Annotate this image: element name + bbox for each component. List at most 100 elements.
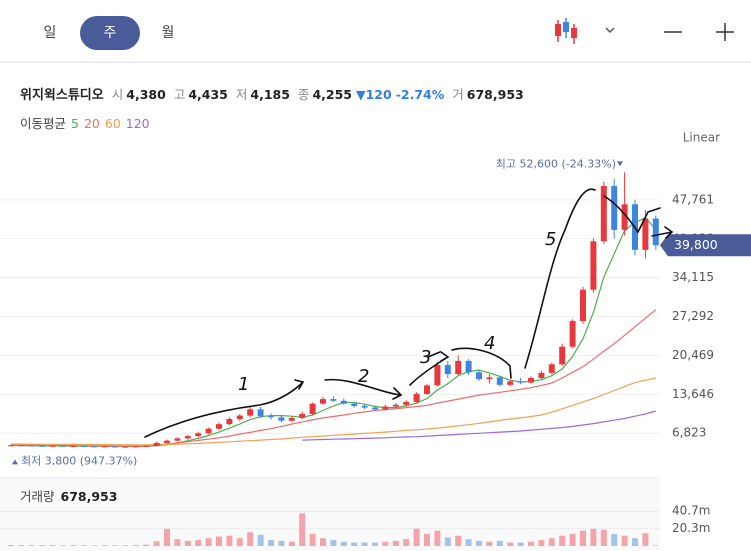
volume-bar bbox=[434, 530, 441, 546]
candle-body bbox=[278, 417, 285, 421]
tab[interactable]: 월 bbox=[162, 25, 175, 41]
ma-legend-entry: 20 bbox=[83, 116, 100, 131]
price-tag bbox=[660, 234, 751, 257]
volume-bar bbox=[424, 533, 430, 546]
candle-body bbox=[413, 393, 420, 402]
candle-body bbox=[143, 445, 150, 447]
high-marker bbox=[617, 161, 623, 167]
ma-label: 이동평균 bbox=[20, 116, 67, 131]
volume-bar bbox=[28, 545, 35, 546]
field-value: 4,185 bbox=[250, 87, 290, 102]
volume-bar bbox=[330, 539, 337, 546]
candle-body bbox=[528, 378, 534, 383]
candle-body bbox=[49, 445, 56, 447]
volume-bar bbox=[153, 541, 160, 546]
candle-body bbox=[642, 218, 649, 250]
volume-bar bbox=[70, 545, 77, 546]
handwritten-label: 5 bbox=[545, 229, 556, 250]
candle-body bbox=[70, 446, 77, 448]
volume-bar bbox=[517, 542, 524, 546]
y-tick-label: 27,292 bbox=[672, 309, 714, 323]
field-label: 저 bbox=[235, 87, 248, 102]
field-value: 4,435 bbox=[188, 87, 228, 102]
candle-body bbox=[465, 360, 472, 373]
volume-bar bbox=[528, 541, 534, 546]
volume-bar bbox=[101, 545, 108, 546]
chart-type-icon[interactable] bbox=[555, 18, 577, 44]
candle-body bbox=[652, 218, 659, 246]
volume-bar bbox=[621, 535, 628, 546]
ma-line bbox=[10, 217, 657, 448]
candle-body bbox=[288, 417, 295, 421]
volume-bar bbox=[122, 545, 129, 546]
candle-body bbox=[507, 381, 514, 385]
volume-bar bbox=[268, 539, 274, 546]
volume-bar bbox=[299, 513, 306, 546]
candle-body bbox=[517, 381, 524, 383]
volume-bar bbox=[455, 535, 462, 546]
field-label: 종 bbox=[297, 87, 310, 102]
volume-bar bbox=[143, 544, 150, 546]
volume-bar bbox=[288, 541, 295, 546]
y-tick-label: 6,823 bbox=[672, 426, 706, 440]
volume-header: 거래량 678,953 bbox=[20, 486, 117, 505]
volume-bar bbox=[278, 540, 285, 546]
volume-bar bbox=[247, 532, 254, 546]
volume-bar bbox=[320, 538, 326, 546]
volume-bar bbox=[486, 541, 493, 546]
active-tab-pill[interactable] bbox=[80, 16, 140, 50]
candle-body bbox=[361, 405, 368, 408]
candle-body bbox=[496, 377, 503, 385]
volume-bar bbox=[351, 542, 358, 546]
volume-bar bbox=[91, 545, 98, 546]
tab[interactable]: 주 bbox=[104, 25, 117, 41]
volume-bar bbox=[476, 540, 482, 546]
candle-body bbox=[132, 446, 139, 448]
ma-legend-entry: 5 bbox=[71, 116, 79, 131]
candle-body bbox=[455, 360, 462, 375]
candle-body bbox=[330, 399, 337, 401]
candle-body bbox=[60, 445, 66, 447]
candle-body bbox=[216, 424, 222, 429]
volume-bar bbox=[382, 541, 389, 546]
scale-label[interactable]: Linear bbox=[683, 131, 720, 145]
handwritten-label: 2 bbox=[358, 366, 369, 387]
handwritten-label: 3 bbox=[420, 347, 431, 368]
candle-body bbox=[91, 446, 98, 448]
high-annotation: 최고 52,600 (-24.33%) bbox=[496, 157, 616, 170]
volume-bar bbox=[403, 539, 410, 546]
volume-bar bbox=[611, 533, 618, 546]
candle-body bbox=[559, 346, 566, 365]
volume-bar bbox=[465, 539, 472, 546]
ma-line bbox=[11, 377, 656, 446]
candle-body bbox=[569, 321, 576, 347]
candle-body bbox=[8, 445, 14, 447]
price-tag-label: 39,800 bbox=[674, 237, 718, 252]
candle-body bbox=[590, 241, 597, 290]
tab[interactable]: 일 bbox=[44, 25, 57, 41]
candle-body bbox=[164, 440, 170, 443]
candle-body bbox=[268, 416, 274, 418]
volume-label: 거 bbox=[452, 87, 464, 102]
candle-body bbox=[611, 186, 618, 230]
candle-body bbox=[538, 372, 545, 379]
candle-body bbox=[247, 409, 254, 416]
volume-bar bbox=[632, 538, 638, 546]
volume-bar bbox=[507, 542, 514, 546]
volume-bar bbox=[184, 540, 191, 546]
candle-body bbox=[112, 446, 118, 448]
dropdown-chevron[interactable] bbox=[605, 27, 615, 34]
volume-bar bbox=[132, 545, 139, 546]
candle-body bbox=[548, 364, 555, 373]
candle-body bbox=[340, 400, 347, 404]
volume-bar bbox=[164, 528, 170, 546]
candle-body bbox=[236, 415, 243, 420]
volume-bar bbox=[49, 545, 56, 546]
ma-line bbox=[302, 410, 656, 441]
ma-legend-entry: 120 bbox=[125, 116, 150, 131]
candle-body bbox=[424, 385, 430, 394]
zoom-in[interactable] bbox=[716, 23, 734, 41]
volume-bar bbox=[216, 536, 222, 546]
handwritten-label: 4 bbox=[484, 333, 495, 354]
